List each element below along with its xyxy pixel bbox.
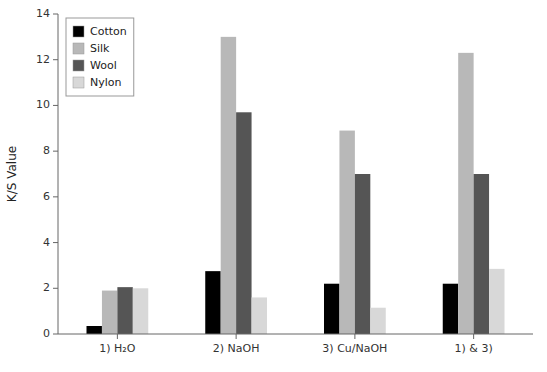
x-tick-label: 2) NaOH — [213, 342, 260, 355]
bar — [370, 308, 385, 334]
bar — [221, 37, 236, 334]
bar — [474, 174, 489, 334]
x-axis-line — [58, 334, 533, 335]
bar — [252, 297, 267, 334]
bar — [205, 271, 220, 334]
y-tick-label: 4 — [43, 236, 50, 249]
bar — [133, 288, 148, 334]
bar — [489, 269, 504, 334]
y-tick — [53, 151, 58, 152]
y-tick-label: 12 — [36, 53, 50, 66]
x-tick-label: 1) & 3) — [455, 342, 493, 355]
bar — [87, 326, 102, 334]
legend-swatch — [73, 26, 84, 37]
legend-label: Cotton — [90, 25, 127, 38]
y-tick-label: 14 — [36, 7, 50, 20]
legend-label: Nylon — [90, 76, 122, 89]
bar — [443, 284, 458, 334]
chart-container: 0 2 4 6 8 10 12 14 1) H₂O 2) NaOH 3) Cu/NaOH 1) & 3… — [0, 0, 547, 372]
x-tick — [473, 334, 474, 339]
bar — [339, 131, 354, 334]
legend-swatch — [73, 77, 84, 88]
legend-label: Silk — [90, 42, 110, 55]
y-tick-label: 0 — [43, 327, 50, 340]
y-tick — [53, 288, 58, 289]
x-tick — [354, 334, 355, 339]
bar — [102, 291, 117, 334]
legend: Cotton Silk Wool Nylon — [66, 18, 134, 96]
y-tick — [53, 59, 58, 60]
legend-swatch — [73, 43, 84, 54]
y-tick — [53, 334, 58, 335]
bar — [458, 53, 473, 334]
chart-svg: 0 2 4 6 8 10 12 14 1) H₂O 2) NaOH 3) Cu/NaOH 1) & 3… — [0, 0, 547, 372]
x-tick — [117, 334, 118, 339]
legend-box — [66, 18, 134, 96]
y-tick-label: 2 — [43, 281, 50, 294]
y-tick-label: 6 — [43, 190, 50, 203]
bar — [355, 174, 370, 334]
y-tick-label: 8 — [43, 144, 50, 157]
bars — [87, 37, 505, 334]
bar — [236, 112, 251, 334]
x-tick-label: 1) H₂O — [99, 342, 135, 355]
legend-label: Wool — [90, 59, 117, 72]
y-tick — [53, 196, 58, 197]
y-tick — [53, 14, 58, 15]
y-tick — [53, 105, 58, 106]
x-tick — [236, 334, 237, 339]
y-tick — [53, 242, 58, 243]
y-axis-line — [58, 14, 59, 334]
y-tick-label: 10 — [36, 98, 50, 111]
bar — [117, 287, 132, 334]
legend-swatch — [73, 60, 84, 71]
y-axis-label: K/S Value — [5, 146, 19, 202]
bar — [324, 284, 339, 334]
x-tick-label: 3) Cu/NaOH — [322, 342, 387, 355]
